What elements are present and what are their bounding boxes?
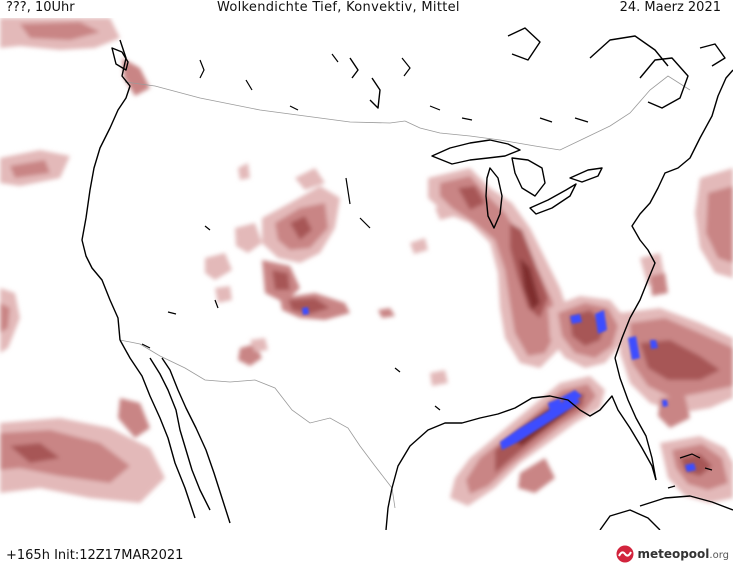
mexico-east-coast (385, 487, 393, 530)
us-canada-border (124, 81, 406, 124)
cloud-caribbean (660, 436, 733, 503)
convective-cell (628, 336, 640, 360)
brand-tld: .org (709, 550, 729, 561)
meteopool-logo-icon (616, 545, 634, 563)
mexico-west-coast (161, 357, 231, 524)
coastlines (81, 27, 733, 530)
convective-cell (685, 463, 696, 472)
yucatan-coast (599, 509, 661, 530)
small-water-bodies (141, 53, 589, 411)
atlantic-coastline (614, 69, 733, 359)
map-title: Wolkendichte Tief, Konvektiv, Mittel (217, 0, 460, 15)
convective-cell (570, 314, 582, 324)
north-coast-fragment (507, 27, 541, 61)
map-footer: +165h Init:12Z17MAR2021 meteopool.org (0, 530, 733, 566)
lake-ontario (569, 167, 603, 183)
north-coast-fragment (589, 35, 669, 67)
convective-cell (302, 307, 309, 315)
cloud-central (238, 204, 455, 386)
model-run-info: +165h Init:12Z17MAR2021 (6, 548, 184, 563)
cloud-gulf-band (450, 376, 605, 506)
cloud-density-layer (0, 18, 733, 506)
cloud-west-coast (0, 288, 20, 353)
cloud-southeast (548, 296, 625, 368)
lake-superior (431, 139, 521, 165)
convective-cell (500, 396, 580, 450)
baja-coastline (119, 339, 196, 519)
us-mexico-border (119, 339, 396, 509)
lake-michigan (485, 167, 503, 229)
political-borders (119, 75, 691, 509)
north-coast-fragment (369, 77, 381, 109)
cloud-mississippi-band (428, 168, 570, 368)
cloud-atlantic (620, 168, 733, 428)
cuba-coast (639, 495, 733, 511)
us-canada-border-east (404, 75, 691, 151)
lake-erie (529, 183, 577, 215)
cloud-interior-west (205, 163, 350, 320)
convective-cell (560, 390, 582, 404)
cloud-sw-pacific (0, 398, 165, 503)
convective-cell (662, 400, 668, 407)
north-coast-fragment (349, 57, 359, 79)
brand-name: meteopool.org (637, 547, 729, 561)
convective-cell (595, 310, 607, 334)
gulf-coastline (391, 395, 657, 489)
pacific-coastline (81, 39, 131, 341)
convective-cells-layer (302, 307, 696, 472)
north-coast-fragment (699, 43, 726, 67)
brand-logo[interactable]: meteopool.org (616, 545, 729, 563)
weather-map (0, 18, 733, 530)
convective-cell (650, 340, 658, 349)
forecast-time-label: ???, 10Uhr (6, 0, 75, 15)
convective-cell (548, 398, 562, 412)
north-coast-fragment (639, 57, 689, 109)
gulf-of-california-coast (149, 357, 211, 511)
forecast-date: 24. Maerz 2021 (619, 0, 721, 15)
lake-huron (511, 157, 546, 197)
cloud-nw-pacific (0, 18, 150, 186)
vancouver-island (111, 47, 129, 71)
florida-coastline (614, 357, 657, 481)
caribbean-islands (667, 453, 713, 489)
